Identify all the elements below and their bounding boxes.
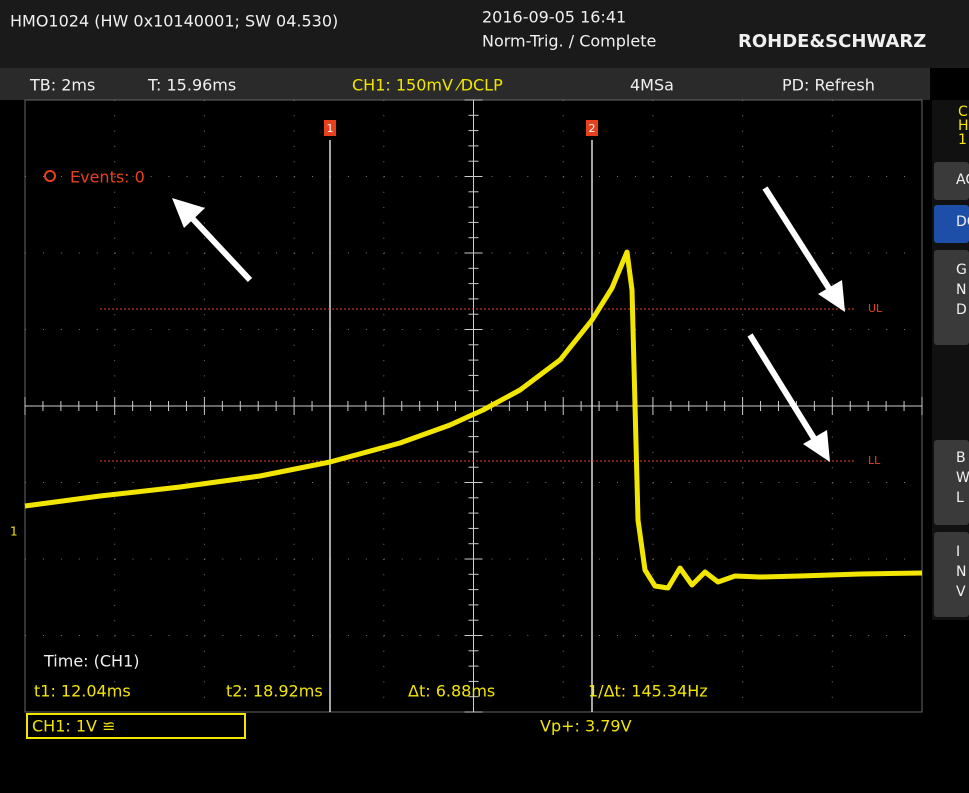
- model-info: HMO1024 (HW 0x10140001; SW 04.530): [10, 12, 338, 31]
- side-button-label[interactable]: AC: [956, 172, 969, 188]
- side-button-label[interactable]: L: [956, 490, 964, 506]
- timebase: TB: 2ms: [29, 76, 95, 95]
- channel-setting: CH1: 1V ≌: [32, 717, 115, 736]
- measurement-title: Time: (CH1): [43, 652, 140, 671]
- channel-info: CH1: 150mV ⁄DCLP: [352, 76, 503, 95]
- side-button-label[interactable]: I: [956, 544, 960, 560]
- side-button-label[interactable]: B: [956, 450, 966, 466]
- brand: ROHDE&SCHWARZ: [738, 31, 926, 52]
- side-button-label[interactable]: G: [956, 262, 967, 278]
- page: {"header": {"model": "HMO1024 (HW 0x1014…: [0, 0, 969, 793]
- oscilloscope-screen: HMO1024 (HW 0x10140001; SW 04.530) 2016-…: [0, 0, 969, 793]
- side-button-label[interactable]: D: [956, 302, 967, 318]
- side-header: 1: [958, 132, 967, 148]
- background: [0, 0, 969, 793]
- events-count: Events: 0: [70, 168, 145, 187]
- trigger-time: T: 15.96ms: [147, 76, 236, 95]
- trigger-status: Norm-Trig. / Complete: [482, 32, 656, 51]
- vp-measurement: Vp+: 3.79V: [540, 717, 632, 736]
- side-button-label[interactable]: V: [956, 584, 966, 600]
- side-button-label[interactable]: DC: [956, 214, 969, 230]
- lower-limit-label: LL: [868, 454, 881, 467]
- side-panel: CH1ACDCGNDBWLINV: [932, 100, 969, 620]
- side-button-label[interactable]: W: [956, 470, 969, 486]
- t2-value: t2: 18.92ms: [226, 682, 323, 701]
- cursor-label: 1: [327, 122, 334, 135]
- peak-detect: PD: Refresh: [782, 76, 875, 95]
- sample-rate: 4MSa: [630, 76, 674, 95]
- delta-t-value: Δt: 6.88ms: [408, 682, 495, 701]
- side-button-label[interactable]: N: [956, 564, 966, 580]
- cursor-label: 2: [589, 122, 596, 135]
- frequency-value: 1/Δt: 145.34Hz: [588, 682, 708, 701]
- datetime: 2016-09-05 16:41: [482, 8, 626, 27]
- channel-marker: 1: [10, 525, 18, 539]
- side-button-label[interactable]: N: [956, 282, 966, 298]
- t1-value: t1: 12.04ms: [34, 682, 131, 701]
- upper-limit-label: UL: [868, 302, 883, 315]
